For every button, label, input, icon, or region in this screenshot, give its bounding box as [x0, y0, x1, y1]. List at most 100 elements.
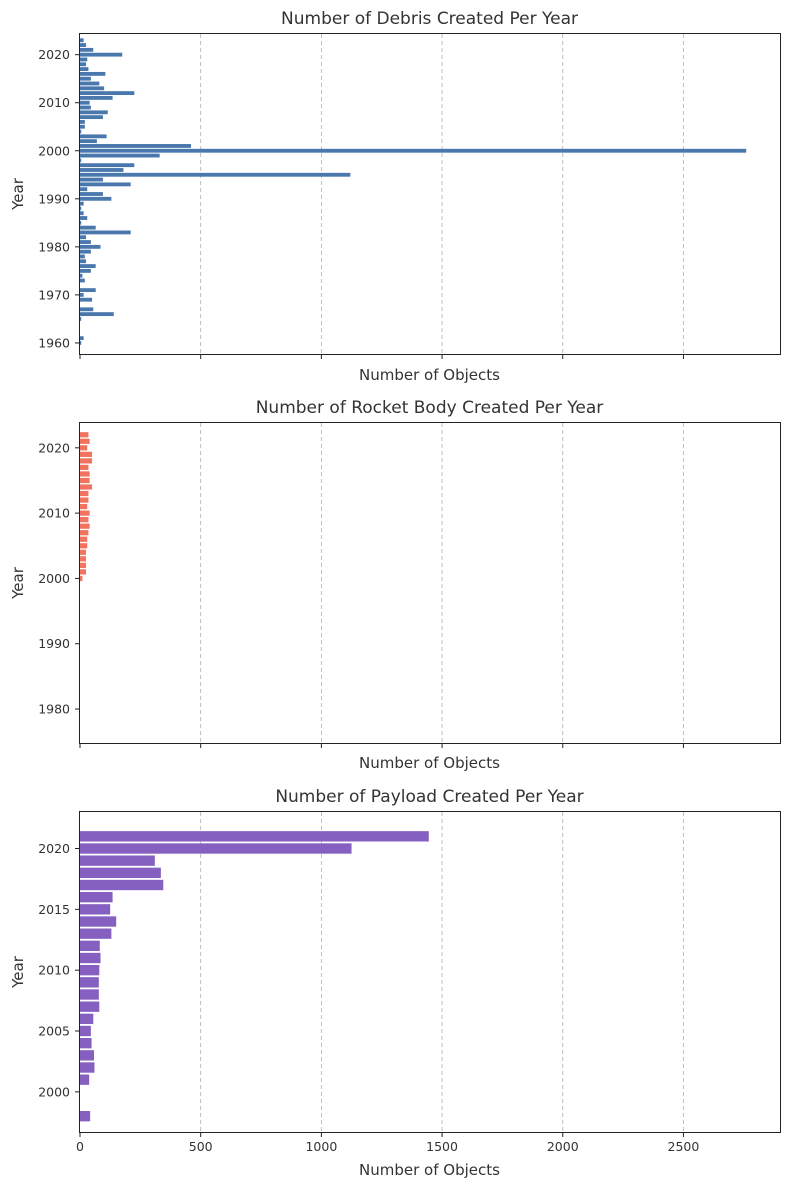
x-gridlines — [200, 34, 684, 354]
bar — [80, 110, 108, 115]
bar — [80, 312, 114, 317]
x-gridlines — [200, 812, 684, 1132]
bar — [80, 477, 90, 484]
bar — [80, 965, 100, 976]
bar — [80, 153, 160, 158]
bar — [80, 139, 97, 144]
bars — [80, 38, 747, 345]
bar — [80, 196, 112, 201]
x-ticks: 0 500 1000 1500 2000 2500 — [76, 1132, 699, 1154]
bar — [80, 575, 83, 582]
bar — [80, 288, 96, 293]
bar — [80, 216, 88, 220]
y-axis-label: Year — [9, 566, 27, 600]
bar — [80, 1062, 95, 1073]
bar — [80, 71, 106, 76]
bar — [80, 182, 131, 187]
bar — [80, 497, 89, 503]
bar — [80, 530, 89, 536]
bar — [80, 254, 85, 259]
bar — [80, 1050, 94, 1061]
y-tick-label: 1990 — [38, 191, 70, 206]
bar — [80, 268, 91, 273]
bar — [80, 100, 90, 105]
bar — [80, 264, 96, 268]
bar — [80, 1001, 100, 1012]
x-axis-label: Number of Objects — [359, 1161, 500, 1179]
bar — [80, 201, 84, 206]
bar — [80, 168, 124, 172]
bar — [80, 341, 82, 345]
bar — [80, 855, 155, 866]
bar — [80, 244, 101, 249]
x-tick-label: 2500 — [668, 1139, 700, 1154]
bar — [80, 235, 87, 240]
x-tick-label: 500 — [189, 1139, 213, 1154]
y-tick-label: 1970 — [38, 287, 70, 302]
bar — [80, 892, 113, 903]
bar — [80, 129, 82, 134]
bar — [80, 225, 96, 230]
y-tick-label: 2005 — [38, 1024, 70, 1039]
bar — [80, 867, 161, 879]
bar — [80, 124, 85, 129]
y-axis-label: Year — [9, 955, 27, 989]
bar — [80, 278, 85, 283]
x-axis-label: Number of Objects — [359, 366, 500, 384]
bar — [80, 297, 93, 302]
y-tick-label: 2000 — [38, 571, 70, 586]
bar — [80, 177, 103, 182]
bar — [80, 438, 90, 444]
bars — [80, 432, 93, 582]
bar — [80, 458, 93, 464]
bar — [80, 904, 111, 915]
bar — [80, 336, 84, 341]
y-tick-label: 2010 — [38, 963, 70, 978]
y-tick-label: 2020 — [38, 440, 70, 455]
y-tick-label: 2000 — [38, 143, 70, 158]
bar — [80, 831, 429, 842]
bar — [80, 317, 82, 321]
y-tick-label: 1960 — [38, 335, 70, 350]
bar — [80, 977, 99, 988]
bar — [80, 484, 93, 490]
y-tick-label: 1990 — [38, 636, 70, 651]
bar — [80, 187, 88, 192]
bar — [80, 273, 83, 278]
bar — [80, 556, 87, 562]
y-tick-label: 2000 — [38, 1084, 70, 1099]
bar — [80, 120, 85, 124]
y-tick-label: 2010 — [38, 95, 70, 110]
y-tick-label: 2015 — [38, 902, 70, 917]
bar — [80, 471, 90, 477]
bar — [80, 879, 164, 891]
bar — [80, 134, 107, 139]
bar — [80, 115, 103, 120]
x-tick-label: 2000 — [547, 1139, 579, 1154]
bar — [80, 249, 91, 254]
bar — [80, 464, 89, 471]
bar — [80, 52, 123, 57]
y-ticks: 1960 1970 1980 1990 2000 2010 2020 — [38, 47, 80, 350]
bar — [80, 47, 94, 52]
x-ticks — [79, 354, 684, 359]
bar — [80, 230, 131, 235]
bar — [80, 38, 84, 43]
bar — [80, 192, 103, 196]
bar — [80, 928, 112, 939]
bars — [80, 831, 429, 1122]
bar — [80, 1038, 92, 1049]
bar — [80, 86, 105, 91]
rocket-body-chart: Number of Rocket Body Created Per Year 1… — [9, 398, 781, 772]
bar — [80, 172, 351, 177]
bar — [80, 144, 192, 148]
bar — [80, 292, 84, 297]
plot-frame — [79, 422, 781, 744]
bar — [80, 549, 87, 555]
bar — [80, 95, 113, 100]
bar — [80, 206, 82, 211]
x-ticks — [79, 743, 684, 748]
bar — [80, 91, 135, 96]
x-gridlines — [200, 423, 684, 743]
